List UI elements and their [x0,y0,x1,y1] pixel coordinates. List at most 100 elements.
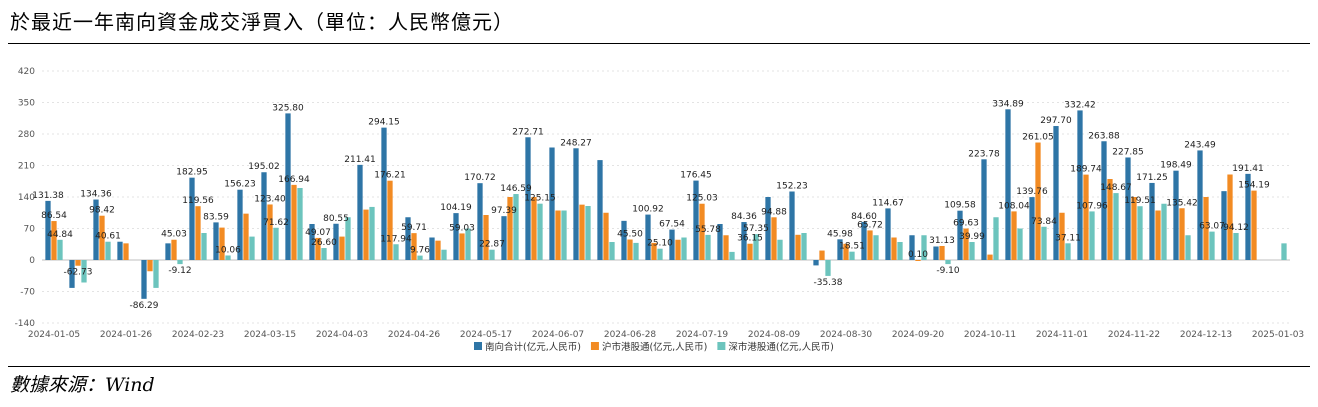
bar [213,222,219,260]
bar [507,197,513,260]
bar [609,242,615,260]
bar [1227,174,1233,260]
data-label: 104.19 [440,203,472,213]
bar [225,255,231,260]
x-tick-label: 2025-01-03 [1252,330,1304,340]
bar [201,233,207,260]
bar [825,260,831,276]
data-label: 325.80 [272,103,304,113]
data-label: 154.19 [1238,181,1270,191]
bar [1017,228,1023,260]
legend-label: 深市港股通(亿元,人民币) [728,341,833,353]
x-tick-label: 2024-08-09 [748,330,801,340]
data-label: 73.84 [1031,217,1057,227]
bar [633,242,639,260]
bar [261,172,267,260]
bar [477,183,483,260]
data-label: 332.42 [1064,100,1096,110]
data-label: 31.13 [929,236,955,246]
bar [483,215,489,260]
data-label: 71.62 [263,218,289,228]
data-label: 69.63 [953,219,979,229]
bar [1137,206,1143,260]
bar [627,239,633,260]
data-label: 55.78 [695,225,721,235]
bar [981,159,987,260]
bar [915,260,921,261]
bar [99,215,105,260]
data-label: 148.67 [1100,183,1132,193]
bar [435,240,441,260]
data-label: 57.35 [743,224,769,234]
bar [765,197,771,260]
bar [369,206,375,260]
bar [1221,191,1227,260]
y-tick-label: 0 [29,256,35,266]
bar [1149,182,1155,260]
x-tick-label: 2024-01-26 [100,330,153,340]
legend-label: 沪市港股通(亿元,人民币) [602,341,707,353]
bar [1083,174,1089,260]
x-axis: 2024-01-05 2024-01-26 2024-02-23 2024-03-15… [28,330,1304,340]
data-label: 170.72 [464,173,496,183]
data-label: 109.58 [944,201,976,211]
bar [315,237,321,260]
bar [1233,233,1239,260]
data-label: 45.03 [161,230,187,240]
bar [321,248,327,260]
bar [153,260,159,288]
bar [141,260,147,299]
bar [993,217,999,260]
data-label: 84.60 [851,212,877,222]
data-label: 182.95 [176,168,208,178]
bar [393,244,399,260]
bar [1161,203,1167,260]
data-label: 18.51 [839,242,865,252]
bar [489,249,495,260]
data-label: 191.41 [1232,164,1264,174]
bar [291,184,297,260]
data-label: 211.41 [344,155,376,165]
data-label: 98.42 [89,206,115,216]
bar [891,237,897,260]
data-label: 171.25 [1136,173,1168,183]
data-label: 9.76 [410,246,430,256]
data-label: 37.11 [1055,233,1081,243]
data-label: 135.42 [1166,198,1198,208]
bar [645,214,651,260]
y-axis: -140 -70 0 70 140 210 280 350 420 [15,67,36,329]
bar [387,180,393,260]
bar [525,137,531,260]
bar [273,227,279,260]
x-tick-label: 2024-10-11 [964,330,1016,340]
bar [267,204,273,260]
data-label: 108.04 [998,201,1030,211]
data-label: 10.06 [215,245,241,255]
data-label: 263.88 [1088,131,1120,141]
source-divider [8,366,1310,367]
data-label: 261.05 [1022,133,1054,143]
bar [963,228,969,260]
bar [1029,197,1035,260]
x-tick-label: 2024-11-01 [1036,330,1088,340]
bar [339,236,345,260]
bar [123,243,129,260]
bar [897,242,903,260]
bar [243,213,249,260]
legend: 南向合计(亿元,人民币) 沪市港股通(亿元,人民币) 深市港股通(亿元,人民币) [474,341,834,353]
bar [1185,235,1191,260]
bar [117,241,123,260]
data-label: 119.51 [1124,196,1156,206]
bar [51,221,57,260]
data-label: -35.38 [813,278,842,288]
x-tick-label: 2024-12-13 [1180,330,1232,340]
bar [57,239,63,260]
bar [405,217,411,260]
bar [819,250,825,260]
bar [957,210,963,260]
data-label: 176.21 [374,171,406,181]
x-tick-label: 2024-09-20 [892,330,945,340]
x-tick-label: 2024-07-19 [676,330,729,340]
data-label: 176.45 [680,171,712,181]
bar-chart: -140 -70 0 70 140 210 280 350 420 131.38 86.54 44.… [15,67,1305,353]
